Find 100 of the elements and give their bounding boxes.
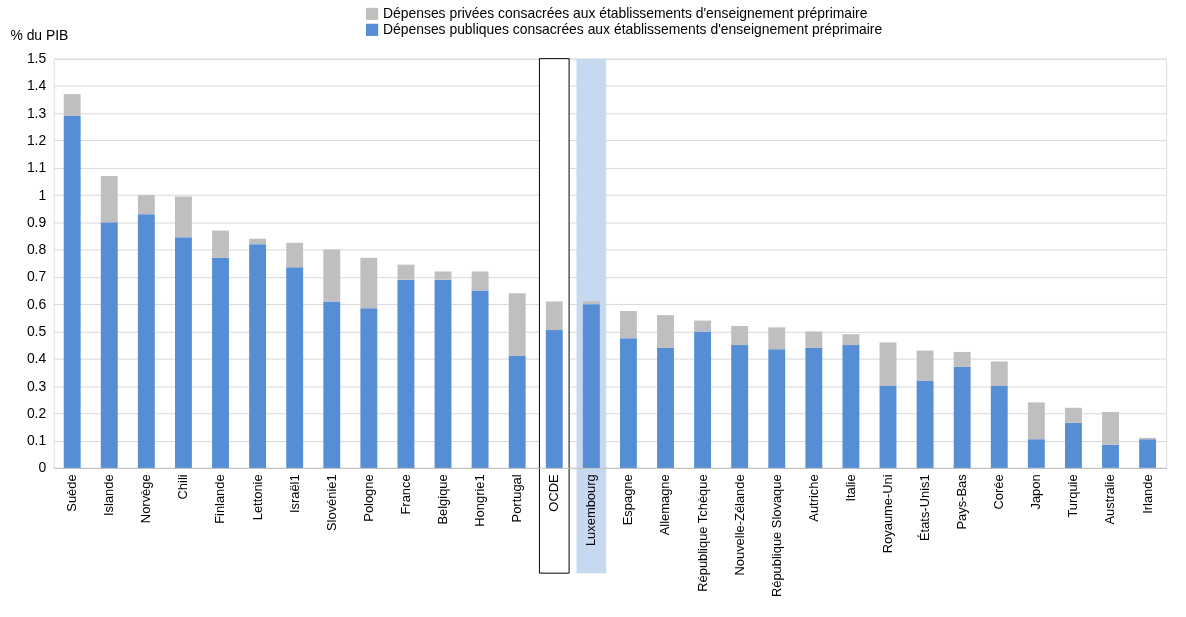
bar	[842, 334, 860, 346]
bar	[360, 308, 378, 468]
bar	[471, 290, 489, 468]
bar	[582, 304, 600, 468]
bar	[1139, 439, 1157, 468]
y-tick-label: 0.6	[26, 295, 47, 312]
bar	[545, 301, 563, 331]
legend-label: Dépenses privées consacrées aux établissements d'enseignement préprimaire	[383, 4, 868, 21]
bar	[100, 222, 118, 468]
y-tick-label: 1.4	[26, 77, 47, 94]
x-tick-label: États-Unis1	[917, 474, 933, 542]
bar	[397, 264, 415, 280]
x-tick-label: Slovénie1	[323, 474, 339, 532]
bar	[694, 320, 712, 332]
bar	[694, 331, 712, 468]
y-tick-label: 1.2	[26, 131, 47, 148]
x-tick-label: Belgique	[434, 474, 450, 525]
y-tick-label: 0.2	[26, 404, 47, 421]
x-tick-label: Corée	[991, 474, 1007, 510]
bar	[286, 267, 304, 468]
y-tick-label: 0.7	[26, 268, 47, 285]
x-tick-label: Pays-Bas	[954, 474, 970, 530]
bar	[1102, 444, 1119, 468]
bar	[879, 386, 897, 468]
bar	[657, 315, 674, 348]
bar	[100, 175, 118, 223]
y-tick-label: 0.9	[26, 213, 47, 230]
bar	[879, 342, 897, 387]
x-tick-label: OCDE	[546, 473, 562, 512]
bar	[249, 238, 267, 245]
x-tick-label: Hongrie1	[472, 474, 488, 527]
x-tick-label: Italie	[842, 474, 858, 502]
bar	[174, 237, 192, 468]
y-tick-label: 1	[38, 186, 47, 203]
x-tick-label: Luxembourg	[583, 474, 599, 547]
bar	[286, 242, 304, 268]
x-tick-label: Allemagne	[657, 474, 673, 536]
legend-label: Dépenses publiques consacrées aux établissements d'enseignement préprimaire	[383, 20, 883, 37]
bar	[434, 279, 452, 468]
bar	[731, 326, 749, 346]
x-tick-label: Japon	[1028, 474, 1044, 510]
bar	[434, 271, 452, 280]
bar	[619, 311, 637, 339]
bar	[212, 257, 229, 468]
y-tick-label: 1.1	[26, 159, 47, 176]
bar	[249, 244, 267, 468]
bar	[768, 349, 786, 468]
bar	[1064, 407, 1082, 423]
x-tick-label: Islande	[101, 474, 117, 516]
bar	[953, 366, 971, 468]
x-tick-label: Irlande	[1139, 474, 1155, 514]
y-tick-label: 1.3	[26, 104, 47, 121]
bar	[1027, 402, 1045, 440]
bar	[805, 331, 823, 348]
bar	[1064, 422, 1082, 468]
y-tick-label: 0.8	[26, 241, 47, 258]
x-tick-label: Autriche	[805, 474, 821, 522]
bar	[63, 94, 81, 116]
bar	[137, 214, 155, 468]
bar	[916, 350, 934, 381]
bar	[174, 196, 192, 238]
bar	[582, 301, 600, 305]
bar	[1102, 411, 1119, 445]
x-tick-label: Israël1	[286, 474, 302, 514]
bar	[916, 380, 934, 468]
x-tick-label: Australie	[1102, 474, 1118, 525]
bar	[990, 361, 1008, 387]
x-tick-label: Turquie	[1065, 474, 1081, 518]
y-tick-label: 0.1	[26, 432, 47, 449]
bar	[619, 338, 637, 468]
bar	[471, 271, 489, 291]
y-tick-label: 0	[38, 459, 47, 476]
bar	[63, 115, 81, 468]
x-tick-label: Pologne	[360, 474, 376, 522]
y-tick-label: 0.5	[26, 322, 47, 339]
x-tick-label: France	[397, 474, 413, 515]
bar	[323, 249, 341, 302]
bar	[137, 195, 155, 215]
bar	[657, 347, 674, 468]
bar	[508, 356, 526, 468]
bar	[842, 345, 860, 468]
y-axis-title: % du PIB	[10, 27, 69, 44]
bar	[805, 347, 823, 468]
bar	[1027, 439, 1045, 468]
bar	[323, 301, 341, 468]
x-tick-label: Norvège	[138, 474, 154, 524]
x-tick-label: Lettonie	[249, 474, 265, 521]
x-tick-label: Espagne	[620, 474, 636, 526]
bar	[212, 230, 229, 258]
bar	[397, 279, 415, 468]
y-tick-label: 0.4	[26, 350, 47, 367]
x-tick-label: Portugal	[509, 474, 525, 523]
bar	[360, 257, 378, 309]
bar	[990, 386, 1008, 468]
y-tick-label: 0.3	[26, 377, 47, 394]
x-tick-label: République Slovaque	[768, 474, 784, 598]
x-tick-label: Finlande	[212, 474, 228, 524]
x-tick-label: République Tchèque	[694, 474, 710, 592]
x-tick-label: Royaume-Uni	[879, 474, 895, 554]
bar	[953, 351, 971, 367]
